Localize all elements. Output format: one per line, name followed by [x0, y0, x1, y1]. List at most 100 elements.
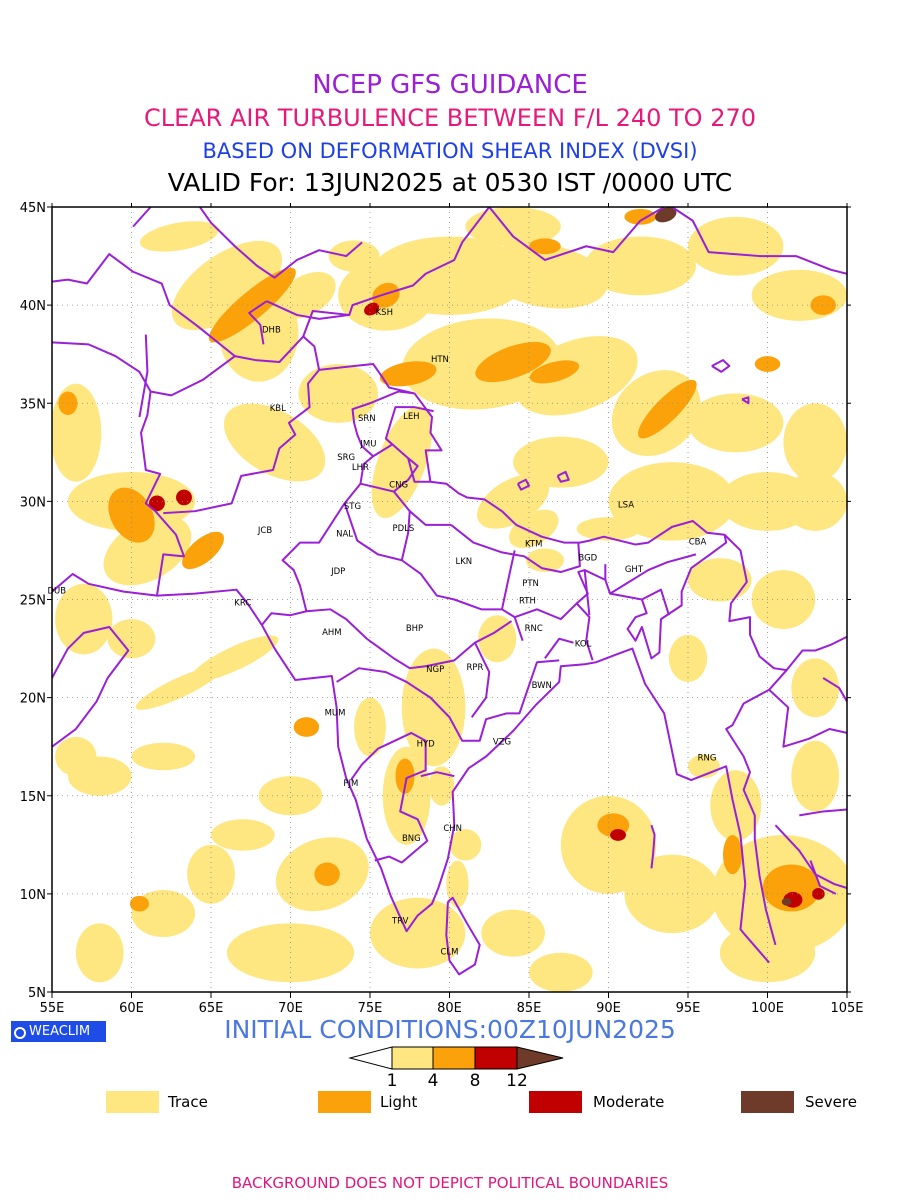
turbulence-cell-trace — [525, 548, 564, 573]
city-label-dub: DUB — [47, 587, 66, 597]
lon-tick-label: 95E — [676, 1001, 701, 1016]
scale-threshold-label: 12 — [506, 1071, 528, 1091]
turbulence-cell-trace — [465, 207, 561, 247]
scale-threshold-label: 8 — [470, 1071, 481, 1091]
scale-arrow-low — [348, 1046, 393, 1070]
city-label-chn: CHN — [443, 824, 462, 834]
lon-tick-label: 55E — [40, 1001, 65, 1016]
city-label-lkn: LKN — [455, 557, 472, 567]
turbulence-cell-moderate — [364, 302, 380, 316]
turbulence-cell-light — [293, 717, 320, 737]
title-model: NCEP GFS GUIDANCE — [312, 70, 588, 100]
turbulence-cell-moderate — [148, 495, 165, 512]
lon-tick-label: 80E — [437, 1001, 462, 1016]
boundary-line — [609, 553, 697, 595]
scale-segment-2 — [474, 1046, 518, 1070]
turbulence-cell-light — [722, 835, 743, 875]
turbulence-cell-trace — [668, 634, 708, 682]
boundary-line — [52, 341, 152, 392]
turbulence-cell-moderate — [176, 489, 192, 506]
legend-swatch-severe — [741, 1091, 794, 1113]
city-label-rnc: RNC — [525, 624, 543, 634]
city-label-bhp: BHP — [406, 624, 423, 634]
boundary-line — [52, 625, 130, 748]
city-label-srg: SRG — [337, 453, 355, 463]
turbulence-cell-light — [475, 341, 551, 383]
city-label-ktm: KTM — [525, 540, 542, 550]
turbulence-cell-trace — [529, 952, 593, 992]
scale-segment-1 — [432, 1046, 476, 1070]
turbulence-cell-trace — [710, 770, 762, 841]
boundary-line — [450, 524, 581, 574]
boundary-line — [393, 457, 419, 493]
turbulence-cell-trace — [75, 923, 124, 983]
disclaimer-footer: BACKGROUND DOES NOT DEPICT POLITICAL BOU… — [231, 1174, 669, 1192]
turbulence-cell-severe — [781, 897, 792, 906]
boundary-line — [261, 624, 770, 964]
boundary-line — [470, 642, 491, 718]
lon-tick-label: 90E — [596, 1001, 621, 1016]
boundary-line — [413, 392, 728, 661]
boundary-line — [343, 503, 524, 642]
city-label-stg: STG — [344, 502, 361, 512]
city-label-bng: BNG — [402, 834, 421, 844]
lat-tick-label: 5N — [28, 986, 46, 1001]
city-label-srn: SRN — [358, 414, 376, 424]
city-label-rth: RTH — [519, 596, 536, 606]
boundary-line — [248, 300, 268, 345]
legend-swatch-light — [318, 1091, 371, 1113]
turbulence-cell-trace — [688, 393, 784, 453]
boundary-line — [785, 635, 847, 671]
city-label-hyd: HYD — [417, 740, 436, 750]
axis-ticks: 55E 60E 65E 70E 75E 80E 85E 90E 95E 100E 105E 45N 40… — [20, 201, 864, 1016]
city-label-kol: KOL — [575, 640, 592, 650]
turbulence-cell-light — [372, 282, 400, 308]
city-label-rpr: RPR — [466, 663, 483, 673]
boundary-line — [822, 677, 847, 703]
boundary-line — [302, 310, 350, 337]
turbulence-cell-light — [129, 895, 149, 912]
turbulence-cell-light — [810, 295, 836, 315]
boundary-line — [372, 437, 394, 458]
lat-tick-label: 10N — [20, 888, 46, 903]
boundary-line — [52, 253, 236, 357]
city-label-vzg: VZG — [493, 738, 511, 748]
lon-tick-label: 75E — [358, 1001, 383, 1016]
city-label-nal: NAL — [336, 530, 353, 540]
boundary-line — [132, 207, 152, 228]
turbulence-cell-trace — [478, 615, 517, 663]
lon-tick-label: 65E — [199, 1001, 224, 1016]
boundary-line — [516, 478, 530, 491]
turbulence-cell-trace — [446, 860, 469, 908]
scale-arrow-high — [516, 1046, 564, 1070]
turbulence-cell-light — [754, 356, 781, 372]
city-label-dhb: DHB — [262, 326, 281, 336]
turbulence-cell-trace — [328, 240, 380, 272]
boundary-line — [650, 824, 656, 869]
city-label-pjm: PJM — [343, 779, 358, 789]
boundary-line — [138, 334, 149, 418]
lon-tick-label: 105E — [830, 1001, 863, 1016]
turbulence-cell-trace — [751, 269, 847, 321]
city-label-leh: LEH — [403, 412, 420, 422]
turbulence-cell-trace — [223, 403, 326, 482]
turbulence-cell-trace — [576, 517, 641, 541]
lat-tick-label: 15N — [20, 790, 46, 805]
lon-tick-label: 60E — [119, 1001, 144, 1016]
turbulence-cell-trace — [783, 471, 847, 531]
turbulence-cell-trace — [449, 829, 482, 861]
weaclim-logo: WEACLIM — [11, 1021, 106, 1042]
turbulence-cell-light — [762, 864, 820, 912]
legend-swatch-moderate — [529, 1091, 582, 1113]
boundary-line — [514, 602, 578, 621]
turbulence-cell-trace — [688, 216, 784, 276]
title-method: BASED ON DEFORMATION SHEAR INDEX (DVSI) — [202, 139, 698, 163]
scale-threshold-label: 1 — [387, 1071, 398, 1091]
boundary-line — [711, 359, 731, 373]
turbulence-cell-trace — [55, 736, 97, 777]
turbulence-cell-trace — [481, 909, 545, 957]
city-label-krc: KRC — [234, 598, 251, 608]
boundary-line — [306, 608, 513, 670]
legend-label-light: Light — [380, 1093, 418, 1111]
